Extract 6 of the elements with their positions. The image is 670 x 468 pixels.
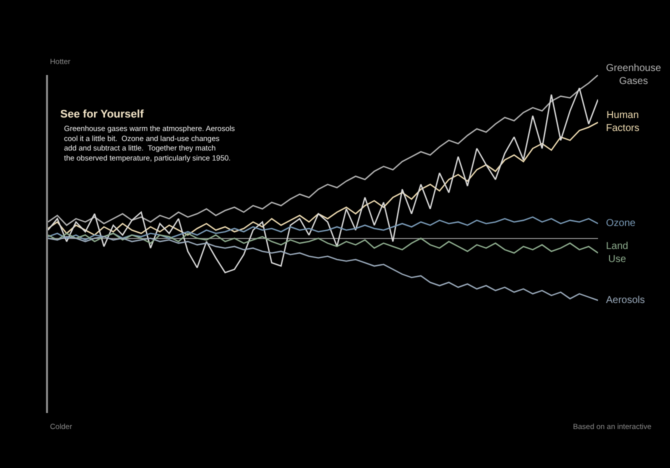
series-label: Ozone <box>606 218 636 229</box>
series-label: Greenhouse Gases <box>606 63 662 87</box>
text: See for Yourself <box>60 108 144 121</box>
series-label: Human Factors <box>606 110 640 134</box>
series-label: Aerosols <box>606 295 645 306</box>
series-label: Land Use <box>606 241 628 265</box>
